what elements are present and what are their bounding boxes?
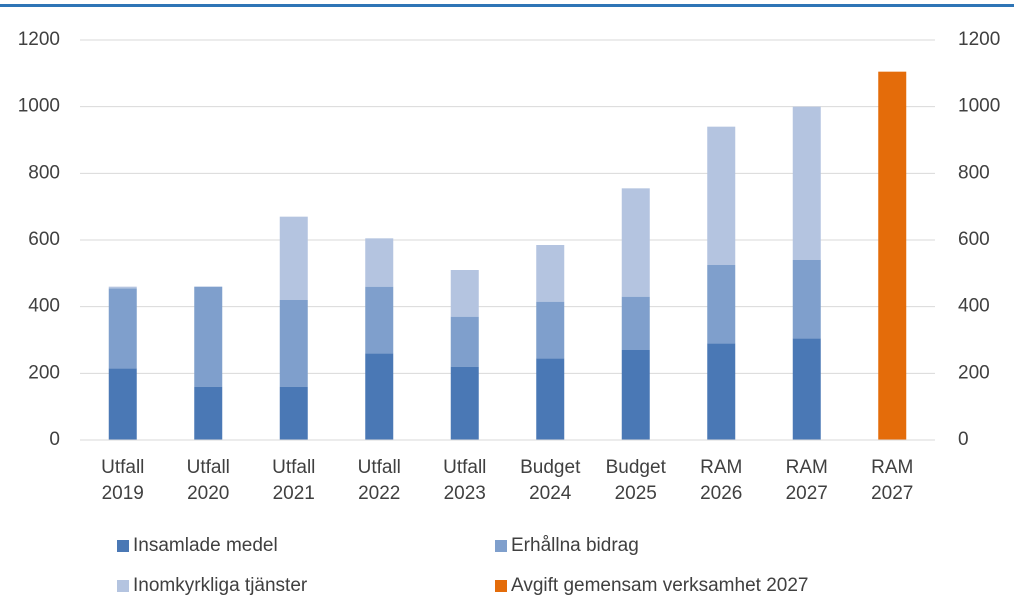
x-tick-label: Utfall 2021: [272, 457, 316, 504]
bar-segment: [108, 286, 137, 289]
bar-segment: [878, 71, 907, 441]
bar-segment: [450, 366, 479, 440]
legend-swatch: [495, 540, 507, 552]
x-tick-label: Utfall 2019: [101, 457, 145, 504]
bar-segment: [450, 316, 479, 367]
x-tick-label: Utfall 2020: [186, 457, 230, 504]
bar-segment: [194, 386, 223, 440]
y2-tick-label: 0: [958, 429, 969, 450]
legend-item: Avgift gemensam verksamhet 2027: [495, 575, 808, 597]
y-tick-label: 0: [49, 429, 60, 450]
y-tick-label: 1000: [18, 96, 60, 117]
legend-item: Erhållna bidrag: [495, 535, 639, 557]
x-tick-label: Utfall 2023: [443, 457, 487, 504]
legend-label: Insamlade medel: [133, 535, 278, 556]
bar-segment: [621, 350, 650, 440]
legend-item: Inomkyrkliga tjänster: [117, 575, 307, 597]
bar-segment: [108, 368, 137, 440]
x-tick-label: Utfall 2022: [357, 457, 401, 504]
x-tick-label: RAM 2027: [785, 457, 828, 504]
bar-segment: [792, 338, 821, 440]
x-tick-label: Budget 2025: [605, 457, 666, 504]
y2-tick-label: 1200: [958, 29, 1000, 50]
x-tick-label: RAM 2026: [700, 457, 743, 504]
y2-tick-label: 200: [958, 362, 990, 383]
bar-segment: [621, 296, 650, 350]
bar-segment: [536, 358, 565, 440]
bar-segment: [707, 343, 736, 440]
bar-segment: [108, 288, 137, 369]
legend-label: Avgift gemensam verksamhet 2027: [511, 575, 809, 596]
bar-segment: [279, 216, 308, 300]
legend-label: Erhållna bidrag: [511, 535, 639, 556]
top-rule: [0, 4, 1014, 7]
bar-segment: [365, 238, 394, 287]
y2-tick-label: 600: [958, 229, 990, 250]
bar-segment: [279, 300, 308, 387]
y2-tick-label: 800: [958, 162, 990, 183]
legend-swatch: [495, 580, 507, 592]
legend-swatch: [117, 540, 129, 552]
y2-tick-label: 400: [958, 296, 990, 317]
y-tick-label: 800: [28, 162, 60, 183]
bar-segment: [279, 386, 308, 440]
bar-segment: [536, 245, 565, 302]
y-tick-label: 1200: [18, 29, 60, 50]
y-tick-label: 200: [28, 362, 60, 383]
bar-segment: [621, 188, 650, 297]
y2-tick-label: 1000: [958, 96, 1000, 117]
bar-segment: [536, 301, 565, 359]
bar-segment: [450, 270, 479, 317]
y-tick-label: 400: [28, 296, 60, 317]
bar-segment: [792, 260, 821, 339]
y-tick-label: 600: [28, 229, 60, 250]
bar-segment: [194, 286, 223, 387]
bar-segment: [792, 106, 821, 261]
legend-label: Inomkyrkliga tjänster: [133, 575, 308, 596]
x-tick-label: RAM 2027: [871, 457, 914, 504]
bar-segment: [707, 126, 736, 266]
legend-swatch: [117, 580, 129, 592]
x-tick-label: Budget 2024: [520, 457, 581, 504]
bar-segment: [365, 286, 394, 354]
legend-item: Insamlade medel: [117, 535, 278, 557]
bar-segment: [365, 353, 394, 440]
bar-segment: [707, 265, 736, 344]
